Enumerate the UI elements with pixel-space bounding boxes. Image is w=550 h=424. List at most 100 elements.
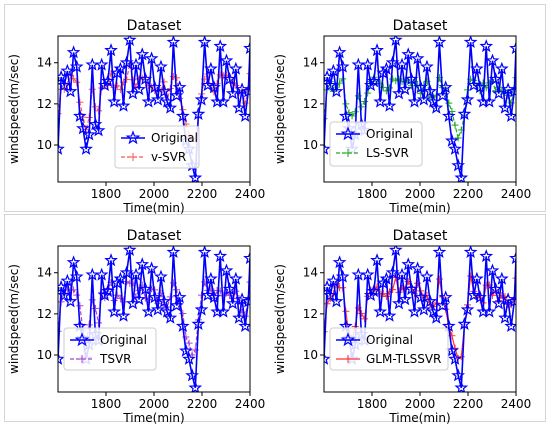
point-original (485, 53, 500, 67)
point-v-SVR (88, 85, 96, 93)
y-tick-label: 12 (303, 307, 318, 321)
point-original (463, 36, 478, 49)
point-original (426, 94, 441, 108)
point-original (66, 45, 81, 59)
point-original (332, 45, 347, 59)
point-original (423, 294, 437, 308)
plot-area (324, 246, 516, 392)
point-original (395, 57, 409, 71)
point-original (338, 108, 353, 123)
point-original (235, 82, 249, 96)
point-v-SVR (173, 74, 181, 82)
point-v-SVR (113, 82, 121, 90)
point-original (79, 141, 93, 155)
point-original (491, 86, 506, 100)
point-TSVR (120, 298, 128, 306)
point-original (122, 36, 137, 46)
point-original (395, 267, 409, 281)
point-original (172, 290, 187, 304)
point-original (188, 380, 203, 392)
point-LS-SVR (364, 89, 372, 97)
point-original (228, 271, 243, 285)
point-original (175, 108, 190, 123)
point-original (107, 94, 122, 108)
x-tick-label: 2000 (405, 397, 436, 411)
legend-label-prediction: TSVR (99, 352, 132, 366)
point-original (243, 41, 250, 55)
point-original (243, 251, 250, 265)
point-v-SVR (73, 78, 81, 86)
point-original (488, 71, 503, 86)
legend-label-original: Original (366, 333, 413, 347)
point-original (216, 304, 231, 318)
subplot-3: Dataset 1800 2000 2200 2400 10 12 14 Time(min) wi… (7, 228, 265, 424)
point-LS-SVR (351, 108, 359, 116)
point-original (204, 271, 218, 285)
point-original (135, 257, 150, 271)
point-TSVR (246, 278, 250, 286)
point-original (147, 80, 162, 94)
legend-star-icon (125, 130, 141, 145)
point-original (351, 267, 366, 281)
point-original (122, 246, 137, 256)
point-original (132, 82, 146, 96)
point-original (373, 94, 388, 108)
y-tick-label: 12 (37, 97, 52, 111)
point-original (463, 246, 478, 259)
series-original (324, 249, 516, 389)
point-GLM-TLSSVR (324, 328, 328, 336)
point-original (507, 84, 516, 98)
point-original (119, 265, 134, 279)
point-original (482, 304, 497, 318)
point-original (488, 281, 503, 296)
point-original (448, 351, 462, 365)
point-original (324, 351, 331, 365)
point-original (213, 249, 228, 263)
point-original (154, 269, 168, 283)
point-original (382, 98, 397, 112)
point-original (370, 253, 384, 267)
x-tick-label: 2200 (187, 187, 218, 201)
point-original (60, 63, 75, 77)
point-original (479, 249, 494, 263)
point-original (445, 133, 459, 147)
point-original (188, 170, 203, 182)
point-original (454, 170, 469, 182)
point-original (238, 108, 250, 123)
point-original (150, 92, 165, 106)
point-original (479, 39, 494, 53)
point-original (225, 296, 240, 310)
point-original (85, 267, 100, 281)
y-tick-label: 10 (37, 348, 52, 362)
point-original (329, 294, 344, 308)
point-original (498, 100, 512, 114)
point-GLM-TLSSVR (382, 292, 390, 300)
point-LS-SVR (386, 84, 394, 92)
x-tick-label: 2400 (501, 187, 532, 201)
point-original (241, 84, 250, 98)
point-original (367, 74, 381, 88)
point-original (63, 294, 78, 308)
legend-star-icon (74, 332, 90, 347)
point-original (200, 288, 215, 302)
point-original (416, 92, 431, 106)
point-original (66, 255, 81, 269)
x-tick-label: 2200 (453, 187, 484, 201)
legend-label-original: Original (151, 131, 198, 145)
plot-area (324, 36, 516, 182)
point-original (200, 78, 215, 92)
legend: Original v-SVR (114, 125, 200, 169)
point-original (498, 310, 512, 324)
point-original (175, 318, 190, 333)
point-original (129, 267, 143, 281)
x-tick-label: 2000 (139, 397, 170, 411)
legend-plus-icon (78, 355, 86, 363)
point-TSVR (58, 327, 62, 335)
point-original (420, 59, 434, 73)
x-tick-label: 1800 (91, 397, 122, 411)
y-tick-label: 10 (303, 348, 318, 362)
y-tick-label: 14 (303, 266, 318, 280)
subplot-title: Dataset (393, 228, 448, 244)
point-original (407, 304, 422, 318)
point-original (466, 78, 481, 92)
